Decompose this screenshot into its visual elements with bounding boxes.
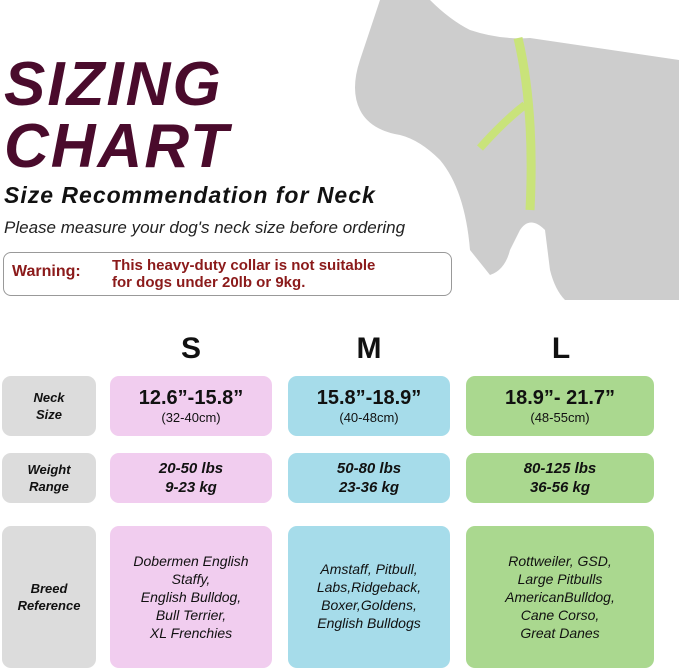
title-line-2: CHART bbox=[4, 112, 230, 181]
instruction: Please measure your dog's neck size befo… bbox=[4, 218, 406, 237]
warning-line-2: for dogs under 20lb or 9kg. bbox=[112, 274, 306, 291]
warning-line-1: This heavy-duty collar is not suitable bbox=[112, 257, 376, 274]
dog-illustration bbox=[355, 0, 679, 300]
warning-message: This heavy-duty collar is not suitable f… bbox=[112, 257, 375, 291]
subtitle: Size Recommendation for Neck bbox=[4, 182, 376, 208]
neck-size-s: 12.6”-15.8” (32-40cm) bbox=[110, 376, 272, 436]
warning-label: Warning: bbox=[12, 263, 81, 280]
breeds-m: Amstaff, Pitbull, Labs,Ridgeback, Boxer,Go… bbox=[288, 526, 450, 668]
weight-m: 50-80 lbs 23-36 kg bbox=[288, 453, 450, 503]
row-label-breed: Breed Reference bbox=[2, 526, 96, 668]
size-header-m: M bbox=[356, 332, 382, 365]
weight-s: 20-50 lbs 9-23 kg bbox=[110, 453, 272, 503]
row-label-weight: Weight Range bbox=[2, 453, 96, 503]
breeds-s: Dobermen English Staffy, English Bulldog, B… bbox=[110, 526, 272, 668]
warning-box: Warning: This heavy-duty collar is not s… bbox=[3, 252, 452, 296]
size-header-s: S bbox=[180, 332, 201, 365]
neck-size-l: 18.9”- 21.7” (48-55cm) bbox=[466, 376, 654, 436]
row-label-neck: Neck Size bbox=[2, 376, 96, 436]
size-header-l: L bbox=[551, 332, 571, 365]
neck-size-m: 15.8”-18.9” (40-48cm) bbox=[288, 376, 450, 436]
weight-l: 80-125 lbs 36-56 kg bbox=[466, 453, 654, 503]
title-line-1: SIZING bbox=[4, 50, 223, 119]
breeds-l: Rottweiler, GSD, Large Pitbulls AmericanBu… bbox=[466, 526, 654, 668]
